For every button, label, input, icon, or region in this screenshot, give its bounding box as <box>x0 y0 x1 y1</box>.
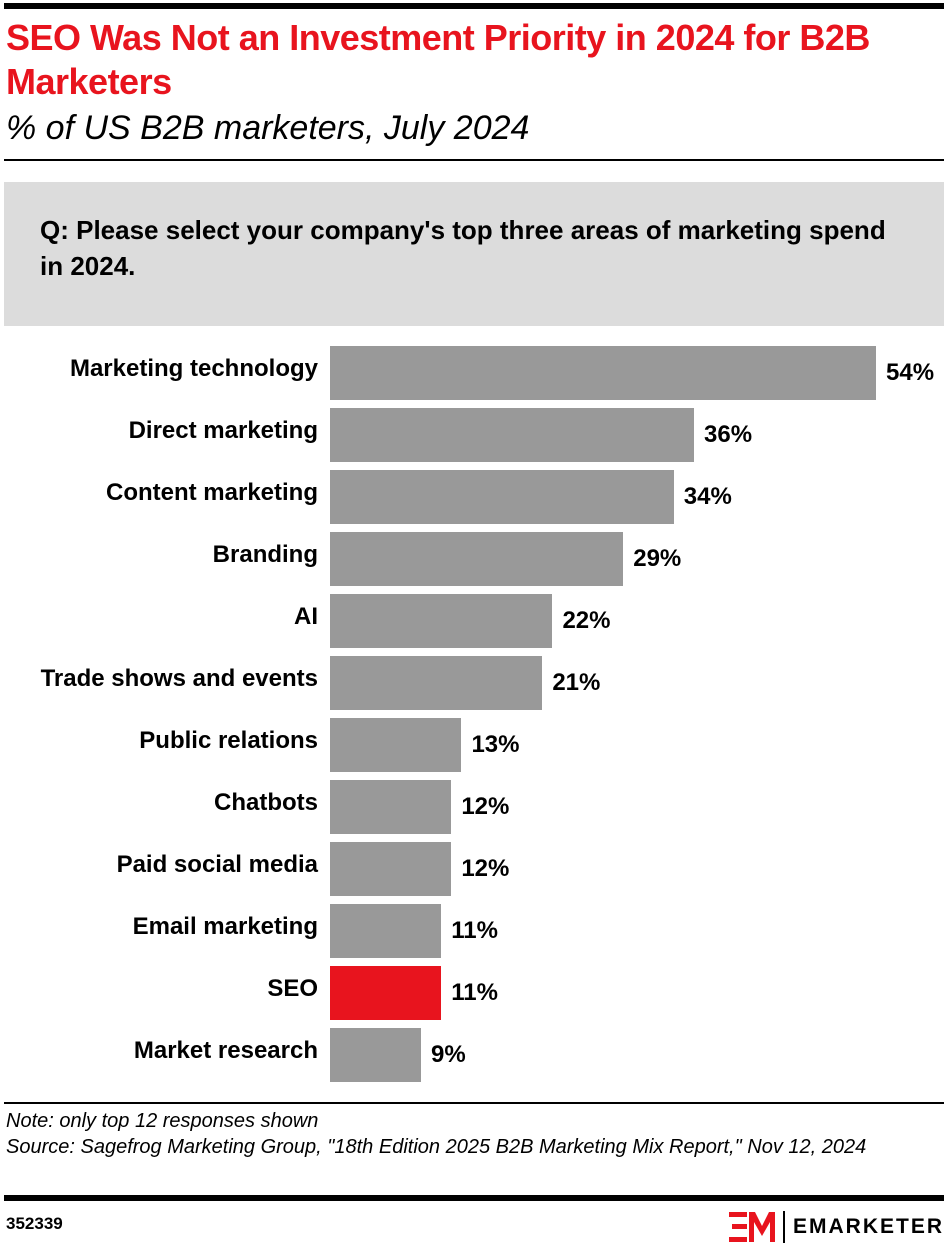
value-label: 36% <box>704 421 753 448</box>
bar <box>330 346 876 400</box>
category-label: Branding <box>212 541 318 568</box>
bar-row: Trade shows and events 21% <box>0 656 948 710</box>
category-label: Marketing technology <box>69 355 318 382</box>
category-label: SEO <box>267 975 318 1002</box>
value-label: 34% <box>683 483 732 510</box>
bar-row: Market research 9% <box>0 1028 948 1082</box>
bar <box>330 780 452 834</box>
value-label: 11% <box>451 917 498 944</box>
bar-row: Marketing technology 54% <box>0 346 948 400</box>
value-label: 29% <box>633 545 682 572</box>
value-label: 22% <box>562 607 611 634</box>
category-label: Paid social media <box>116 851 318 878</box>
chart-subtitle: % of US B2B marketers, July 2024 <box>6 109 530 147</box>
bar <box>330 1028 421 1082</box>
bar <box>330 532 624 586</box>
bar-row: Content marketing 34% <box>0 470 948 524</box>
source-text: Source: Sagefrog Marketing Group, "18th … <box>6 1136 867 1158</box>
value-label: 12% <box>461 793 510 820</box>
category-label: Market research <box>133 1037 318 1064</box>
bar-row: Email marketing 11% <box>0 904 948 958</box>
bar-row: Paid social media 12% <box>0 842 948 896</box>
em-logo-icon <box>728 1212 775 1242</box>
value-label: 9% <box>431 1041 466 1068</box>
chart-title: SEO Was Not an Investment Priority in 20… <box>6 17 870 102</box>
bar-row: Chatbots 12% <box>0 780 948 834</box>
bar <box>330 408 694 462</box>
bar <box>330 718 462 772</box>
bar <box>330 842 452 896</box>
category-label: Trade shows and events <box>40 665 318 692</box>
category-label: Content marketing <box>105 479 318 506</box>
question-box: Q: Please select your company's top thre… <box>4 182 944 326</box>
bottom-rule <box>4 1195 944 1201</box>
value-label: 21% <box>552 669 601 696</box>
bar <box>330 966 442 1020</box>
category-label: AI <box>294 603 318 630</box>
note-text: Note: only top 12 responses shown <box>6 1110 319 1132</box>
bar-row: Public relations 13% <box>0 718 948 772</box>
bar-row: Branding 29% <box>0 532 948 586</box>
bar <box>330 656 543 710</box>
bar <box>330 904 442 958</box>
bar <box>330 594 553 648</box>
divider <box>4 1102 944 1104</box>
category-label: Email marketing <box>132 913 318 940</box>
value-label: 11% <box>451 979 498 1006</box>
value-label: 13% <box>471 731 520 758</box>
brand-name: EMARKETER <box>792 1215 944 1238</box>
bar-row: SEO 11% <box>0 966 948 1020</box>
value-label: 12% <box>461 855 510 882</box>
bar-row: Direct marketing 36% <box>0 408 948 462</box>
divider <box>4 159 944 161</box>
logo-separator <box>782 1211 785 1243</box>
notes: Note: only top 12 responses shown Source… <box>6 1108 936 1160</box>
bar <box>330 470 674 524</box>
category-label: Public relations <box>139 727 318 754</box>
chart-id: 352339 <box>6 1214 63 1233</box>
emarketer-logo: EMARKETER <box>728 1210 944 1244</box>
top-rule <box>4 3 944 9</box>
question-text: Q: Please select your company's top thre… <box>40 215 886 281</box>
category-label: Chatbots <box>214 789 318 816</box>
bar-row: AI 22% <box>0 594 948 648</box>
value-label: 54% <box>886 359 935 386</box>
category-label: Direct marketing <box>128 417 318 444</box>
